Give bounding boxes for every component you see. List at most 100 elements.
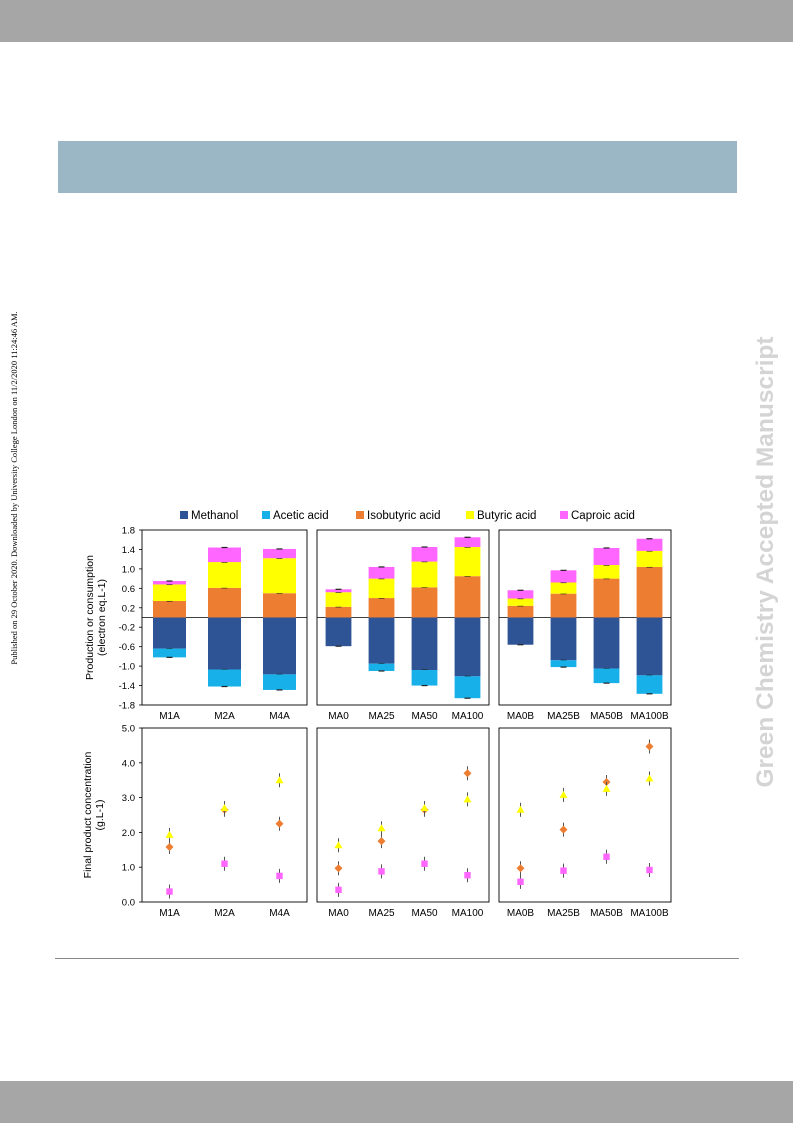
x-tick-label-top: MA50 — [411, 711, 438, 722]
bar-segment — [454, 547, 481, 577]
bar-segment — [507, 617, 534, 645]
bar-segment — [454, 676, 481, 699]
x-tick-label-top: M1A — [159, 711, 180, 722]
y-tick-label-top: 1.8 — [122, 526, 135, 537]
y-tick-label-bottom: 4.0 — [122, 758, 135, 769]
x-tick-label-top: M4A — [269, 711, 290, 722]
bar-segment — [411, 547, 438, 562]
y-tick-label-top: -1.8 — [119, 701, 135, 712]
bar-segment — [208, 617, 241, 670]
x-tick-label-top: MA50B — [590, 711, 623, 722]
x-tick-label-bottom: MA100 — [452, 908, 484, 919]
legend-swatch-4 — [560, 511, 568, 519]
footer-rule — [55, 958, 739, 959]
bar-segment — [593, 578, 620, 618]
bar-segment — [593, 617, 620, 669]
bar-segment — [507, 598, 534, 606]
point-isobutyric — [645, 742, 654, 751]
y-tick-label-top: -1.0 — [119, 662, 135, 673]
x-tick-label-top: MA100B — [630, 711, 669, 722]
point-isobutyric — [334, 864, 343, 873]
top-bar — [0, 0, 793, 42]
legend-label-1: Acetic acid — [273, 510, 329, 522]
point-butyric — [377, 824, 386, 832]
y-tick-label-bottom: 2.0 — [122, 828, 135, 839]
bar-segment — [153, 584, 186, 601]
bar-segment — [550, 570, 577, 583]
point-butyric — [602, 784, 611, 792]
bar-segment — [593, 547, 620, 565]
bar-segment — [454, 576, 481, 618]
bar-segment — [153, 600, 186, 618]
x-tick-label-bottom: M1A — [159, 908, 180, 919]
scatter-panel-0 — [141, 727, 308, 903]
bar-segment — [636, 566, 663, 618]
point-butyric — [334, 841, 343, 849]
y-tick-label-bottom: 3.0 — [122, 793, 135, 804]
point-butyric — [420, 804, 429, 812]
legend-label-3: Butyric acid — [477, 510, 536, 522]
point-caproic — [421, 860, 428, 867]
point-caproic — [276, 872, 283, 880]
y-tick-label-top: 1.0 — [122, 564, 135, 575]
legend-swatch-3 — [466, 511, 474, 519]
x-tick-label-bottom: M4A — [269, 908, 290, 919]
x-tick-label-top: M2A — [214, 711, 235, 722]
point-caproic — [221, 860, 228, 867]
legend-swatch-2 — [356, 511, 364, 519]
scatter-panel-1 — [316, 727, 490, 903]
point-caproic — [378, 868, 385, 875]
bar-segment — [263, 548, 296, 559]
bar-segment — [153, 617, 186, 649]
point-butyric — [275, 776, 284, 784]
bar-segment — [550, 582, 577, 594]
y-tick-label-top: -1.4 — [119, 681, 135, 692]
legend-label-4: Caproic acid — [571, 510, 635, 522]
x-tick-label-bottom: MA50B — [590, 908, 623, 919]
bar-segment — [368, 598, 395, 618]
point-caproic — [166, 888, 173, 895]
y-tick-label-top: 0.2 — [122, 603, 135, 614]
bar-segment — [368, 578, 395, 599]
bar-segment — [263, 593, 296, 618]
bar-segment — [368, 566, 395, 579]
bar-segment — [153, 581, 186, 585]
bottom-bar — [0, 1081, 793, 1123]
point-butyric — [645, 774, 654, 782]
point-isobutyric — [275, 819, 284, 828]
x-tick-label-bottom: MA50 — [411, 908, 438, 919]
point-caproic — [517, 878, 524, 886]
bar-segment — [636, 617, 663, 676]
bar-segment — [208, 547, 241, 563]
point-butyric — [559, 790, 568, 798]
y-tick-label-top: -0.2 — [119, 623, 135, 634]
bar-segment — [263, 674, 296, 690]
x-tick-label-bottom: MA0 — [328, 908, 349, 919]
bar-segment — [368, 617, 395, 664]
y-tick-label-bottom: 5.0 — [122, 724, 135, 735]
bar-segment — [507, 605, 534, 618]
point-isobutyric — [516, 864, 525, 873]
bar-segment — [454, 617, 481, 677]
bar-segment — [636, 538, 663, 551]
scatter-panel-2 — [498, 727, 672, 903]
x-tick-label-top: MA25B — [547, 711, 580, 722]
bar-segment — [636, 550, 663, 567]
y-axis-label-0-1: (electron eq.L-1) — [96, 579, 108, 656]
x-tick-label-bottom: MA25B — [547, 908, 580, 919]
bar-segment — [593, 668, 620, 684]
bar-segment — [325, 617, 352, 647]
legend-label-0: Methanol — [191, 510, 238, 522]
x-tick-label-bottom: MA0B — [507, 908, 535, 919]
bar-segment — [411, 587, 438, 618]
point-caproic — [335, 886, 342, 894]
bar-segment — [153, 648, 186, 658]
bar-segment — [593, 565, 620, 579]
y-axis-label-1-1: (g.L-1) — [94, 800, 106, 831]
x-tick-label-top: MA25 — [368, 711, 395, 722]
bar-segment — [636, 675, 663, 694]
point-isobutyric — [559, 825, 568, 834]
bar-segment — [208, 562, 241, 588]
y-tick-label-top: 1.4 — [122, 545, 135, 556]
